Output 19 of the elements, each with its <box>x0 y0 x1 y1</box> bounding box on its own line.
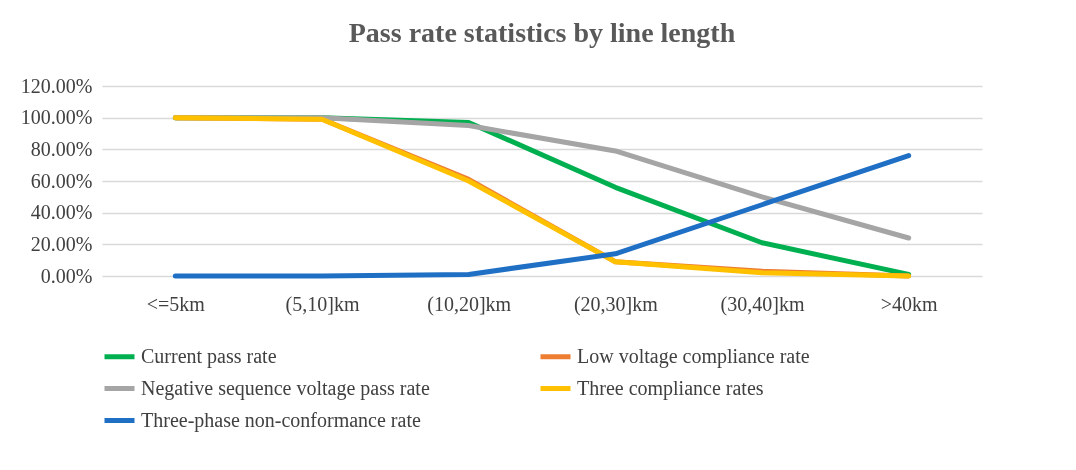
y-tick-label: 120.00% <box>20 74 93 97</box>
legend-label: Negative sequence voltage pass rate <box>141 376 430 400</box>
x-tick-label: (5,10]km <box>285 292 360 316</box>
chart-title: Pass rate statistics by line length <box>348 17 736 48</box>
legend-label: Current pass rate <box>141 344 277 368</box>
y-tick-label: 80.00% <box>30 137 93 160</box>
x-tick-label: (20,30]km <box>573 292 659 316</box>
y-tick-label: 100.00% <box>20 106 93 129</box>
legend-label: Low voltage compliance rate <box>577 344 810 368</box>
x-tick-label: >40km <box>880 292 939 315</box>
legend-label: Three-phase non-conformance rate <box>141 408 421 432</box>
x-tick-label: (10,20]km <box>427 292 512 316</box>
x-tick-label: (30,40]km <box>720 292 805 316</box>
legend-label: Three compliance rates <box>577 376 764 400</box>
y-tick-label: 40.00% <box>30 201 93 224</box>
y-tick-label: 60.00% <box>30 169 93 192</box>
y-tick-label: 20.00% <box>30 232 93 255</box>
y-tick-label: 0.00% <box>40 264 93 287</box>
x-tick-label: <=5km <box>146 292 206 315</box>
